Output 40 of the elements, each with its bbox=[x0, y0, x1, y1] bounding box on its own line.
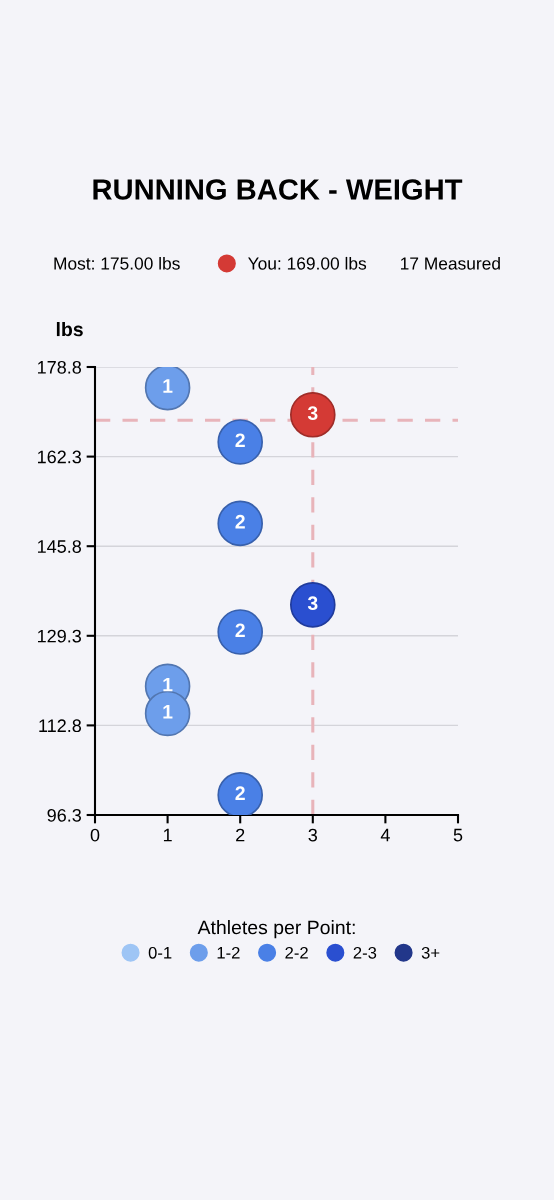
x-tick-label: 0 bbox=[90, 828, 100, 842]
x-tick-label: 5 bbox=[453, 828, 463, 842]
y-tick-label: 112.8 bbox=[39, 719, 82, 733]
y-tick-label: 178.8 bbox=[38, 360, 82, 374]
legend-label: 1-2 bbox=[217, 946, 240, 959]
annotation: 1 bbox=[163, 705, 173, 719]
point bbox=[217, 609, 263, 655]
x-tick-label: 3 bbox=[308, 828, 318, 842]
legend-label: 3+ bbox=[421, 946, 440, 959]
point bbox=[217, 772, 263, 815]
point bbox=[217, 500, 263, 547]
y-tick-label: 96.3 bbox=[47, 808, 82, 822]
point bbox=[144, 367, 191, 411]
annotation: 3 bbox=[307, 406, 318, 421]
point bbox=[290, 391, 336, 438]
y-tick-label: 162.3 bbox=[38, 450, 82, 464]
text: 17 Measured bbox=[401, 256, 500, 270]
point bbox=[144, 690, 191, 737]
legend-label: You: 169.00 lbs bbox=[248, 256, 367, 270]
legend-label: 0-1 bbox=[148, 946, 172, 959]
legend-title: Athletes per Point: bbox=[197, 920, 355, 939]
annotation: 2 bbox=[235, 514, 245, 529]
annotation: 2 bbox=[235, 623, 245, 638]
annotation: 2 bbox=[235, 786, 245, 800]
y-tick-label: 129.3 bbox=[38, 629, 82, 643]
annotation: 1 bbox=[163, 677, 173, 692]
point bbox=[217, 419, 263, 465]
annotation: 2 bbox=[235, 433, 245, 447]
x-tick-label: 2 bbox=[236, 828, 245, 842]
y-tick-label: 145.8 bbox=[38, 540, 82, 553]
x-tick-label: 1 bbox=[163, 828, 172, 842]
legend-label: 2-3 bbox=[353, 946, 377, 959]
x-tick-label: 4 bbox=[380, 828, 390, 842]
y-axis-title: lbs bbox=[56, 321, 83, 337]
annotation: 1 bbox=[163, 379, 173, 393]
point bbox=[290, 582, 336, 628]
chart-title: RUNNING BACK - WEIGHT bbox=[93, 179, 463, 200]
text: Most: 175.00 lbs bbox=[54, 256, 180, 270]
annotation: 3 bbox=[307, 596, 318, 611]
legend-label: 2-2 bbox=[285, 946, 308, 959]
